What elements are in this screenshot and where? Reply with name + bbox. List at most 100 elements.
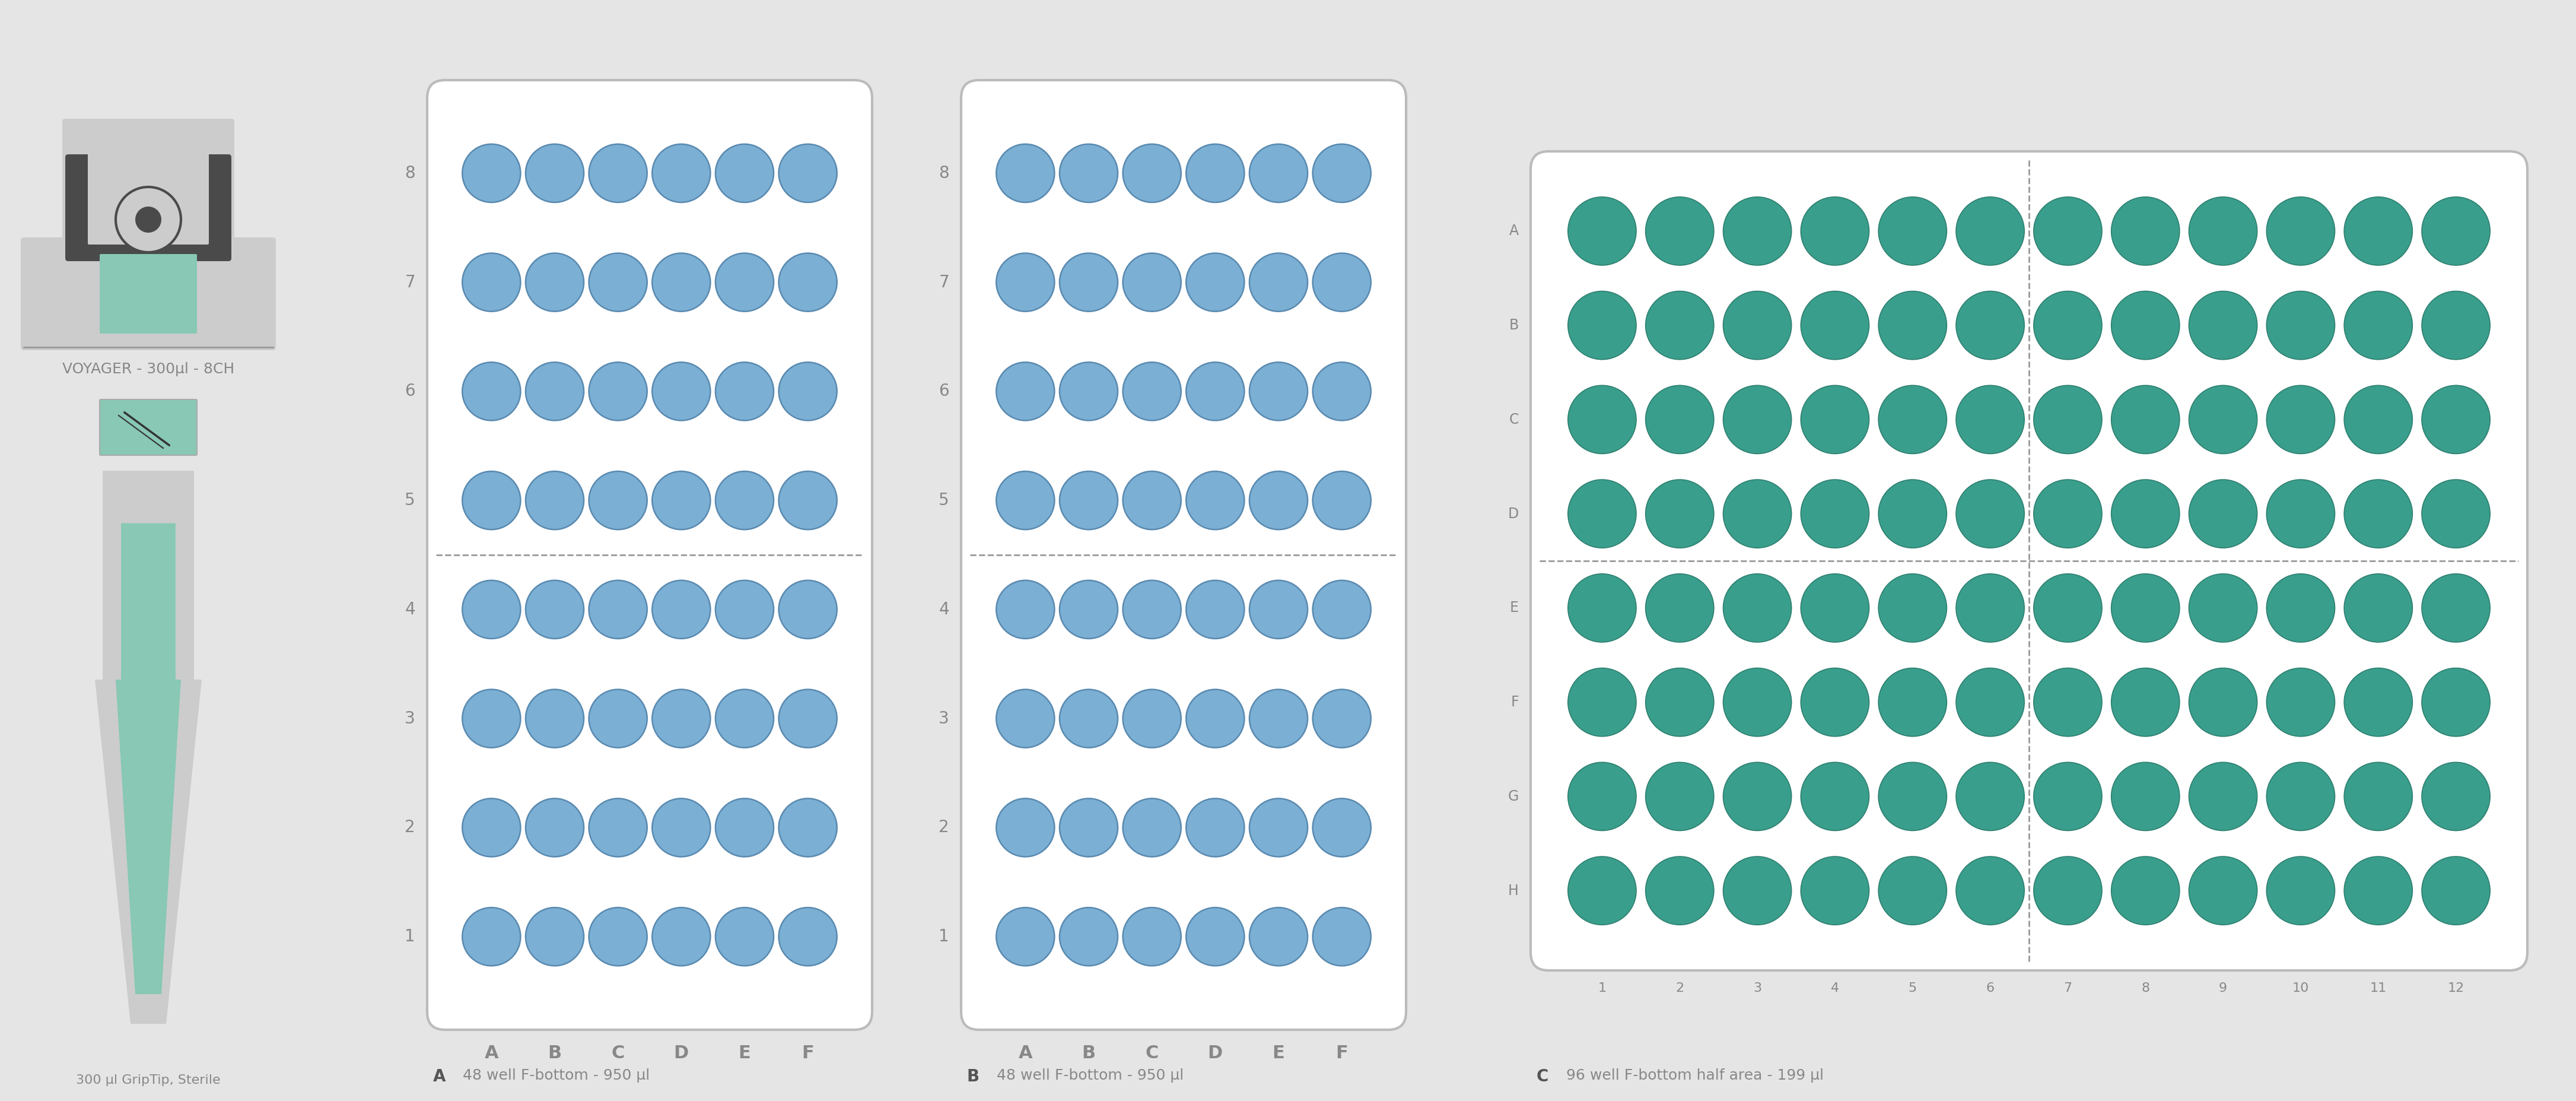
Circle shape [716, 580, 773, 639]
Circle shape [2344, 385, 2414, 454]
Text: 10: 10 [2293, 982, 2308, 994]
Circle shape [1123, 907, 1180, 966]
Circle shape [590, 144, 647, 203]
Text: 4: 4 [404, 601, 415, 618]
Circle shape [1123, 362, 1180, 421]
Circle shape [2032, 574, 2102, 642]
Circle shape [652, 580, 711, 639]
Circle shape [716, 689, 773, 748]
Circle shape [2267, 385, 2334, 454]
Circle shape [2190, 762, 2257, 830]
Text: 5: 5 [938, 492, 948, 509]
Circle shape [2190, 291, 2257, 360]
Circle shape [461, 907, 520, 966]
Circle shape [2344, 197, 2414, 265]
Circle shape [2112, 668, 2179, 737]
Circle shape [716, 253, 773, 312]
Circle shape [1123, 253, 1180, 312]
Circle shape [652, 362, 711, 421]
Circle shape [1955, 197, 2025, 265]
Text: 300 µl GripTip, Sterile: 300 µl GripTip, Sterile [77, 1075, 222, 1087]
Circle shape [137, 207, 162, 232]
Circle shape [1059, 362, 1118, 421]
Text: 48 well F-bottom - 950 µl: 48 well F-bottom - 950 µl [997, 1068, 1185, 1082]
Circle shape [1955, 857, 2025, 925]
Text: 7: 7 [938, 274, 948, 291]
Text: 8: 8 [2141, 982, 2148, 994]
Circle shape [2112, 385, 2179, 454]
Circle shape [526, 144, 585, 203]
Circle shape [2032, 857, 2102, 925]
Circle shape [716, 144, 773, 203]
Text: 7: 7 [404, 274, 415, 291]
Circle shape [1955, 385, 2025, 454]
Circle shape [1123, 144, 1180, 203]
Circle shape [1185, 471, 1244, 530]
Circle shape [1878, 197, 1947, 265]
Circle shape [652, 253, 711, 312]
Circle shape [1123, 798, 1180, 857]
Circle shape [1185, 362, 1244, 421]
Circle shape [716, 798, 773, 857]
Circle shape [526, 471, 585, 530]
Circle shape [2267, 762, 2334, 830]
Circle shape [1878, 668, 1947, 737]
Circle shape [2112, 574, 2179, 642]
Text: E: E [739, 1045, 750, 1061]
Text: 8: 8 [938, 165, 948, 182]
Circle shape [1723, 197, 1790, 265]
Circle shape [526, 253, 585, 312]
Circle shape [2421, 291, 2491, 360]
Circle shape [1569, 385, 1636, 454]
Text: 12: 12 [2447, 982, 2465, 994]
Circle shape [2421, 668, 2491, 737]
Circle shape [1878, 762, 1947, 830]
Circle shape [461, 580, 520, 639]
Text: F: F [1334, 1045, 1347, 1061]
Circle shape [1059, 580, 1118, 639]
Circle shape [1314, 253, 1370, 312]
Circle shape [2267, 574, 2334, 642]
Circle shape [997, 689, 1054, 748]
FancyBboxPatch shape [961, 80, 1406, 1029]
Circle shape [1569, 291, 1636, 360]
Circle shape [652, 907, 711, 966]
Circle shape [778, 580, 837, 639]
Circle shape [997, 580, 1054, 639]
Circle shape [1249, 689, 1309, 748]
Circle shape [778, 471, 837, 530]
Circle shape [1646, 197, 1713, 265]
Circle shape [1723, 574, 1790, 642]
Circle shape [1878, 291, 1947, 360]
Circle shape [1801, 291, 1870, 360]
Circle shape [590, 580, 647, 639]
Text: B: B [1510, 318, 1520, 333]
Circle shape [2032, 197, 2102, 265]
Circle shape [997, 253, 1054, 312]
Circle shape [2267, 197, 2334, 265]
Circle shape [526, 580, 585, 639]
Circle shape [997, 798, 1054, 857]
Circle shape [716, 362, 773, 421]
Circle shape [1723, 385, 1790, 454]
Circle shape [2112, 857, 2179, 925]
FancyBboxPatch shape [121, 523, 175, 680]
Circle shape [2190, 385, 2257, 454]
Text: 3: 3 [1754, 982, 1762, 994]
Text: 4: 4 [1832, 982, 1839, 994]
Circle shape [1569, 857, 1636, 925]
Text: A: A [1510, 224, 1520, 238]
FancyBboxPatch shape [103, 470, 193, 680]
Circle shape [2032, 291, 2102, 360]
Circle shape [1801, 385, 1870, 454]
Circle shape [2344, 574, 2414, 642]
Circle shape [778, 253, 837, 312]
Circle shape [1569, 197, 1636, 265]
Text: H: H [1507, 883, 1520, 897]
Circle shape [1059, 471, 1118, 530]
Circle shape [1314, 907, 1370, 966]
Circle shape [2421, 574, 2491, 642]
Circle shape [1723, 857, 1790, 925]
Circle shape [1314, 689, 1370, 748]
Circle shape [2344, 762, 2414, 830]
